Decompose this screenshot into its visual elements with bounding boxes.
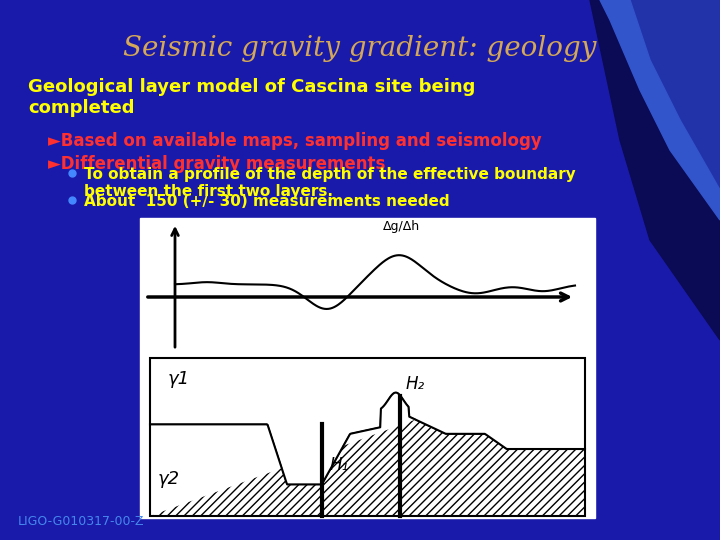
Text: Seismic gravity gradient: geology: Seismic gravity gradient: geology	[123, 35, 597, 62]
Polygon shape	[150, 393, 585, 516]
Text: About  150 (+/- 30) measurements needed: About 150 (+/- 30) measurements needed	[84, 194, 449, 209]
Text: ►Differential gravity measurements: ►Differential gravity measurements	[48, 155, 385, 173]
Polygon shape	[600, 0, 720, 220]
Text: H₁: H₁	[330, 456, 349, 474]
Text: γ1: γ1	[168, 370, 190, 388]
Text: Δg/Δh: Δg/Δh	[383, 220, 420, 233]
Polygon shape	[150, 358, 585, 516]
Text: To obtain a profile of the depth of the effective boundary
between the first two: To obtain a profile of the depth of the …	[84, 167, 576, 199]
Text: H₂: H₂	[405, 375, 424, 393]
Text: ►Based on available maps, sampling and seismology: ►Based on available maps, sampling and s…	[48, 132, 541, 150]
Bar	[140, 218, 595, 518]
Text: Geological layer model of Cascina site being
completed: Geological layer model of Cascina site b…	[28, 78, 475, 117]
Text: LIGO-G010317-00-Z: LIGO-G010317-00-Z	[18, 515, 145, 528]
Text: γ2: γ2	[158, 470, 180, 488]
Bar	[150, 358, 585, 516]
Polygon shape	[590, 0, 720, 340]
Polygon shape	[630, 0, 720, 190]
